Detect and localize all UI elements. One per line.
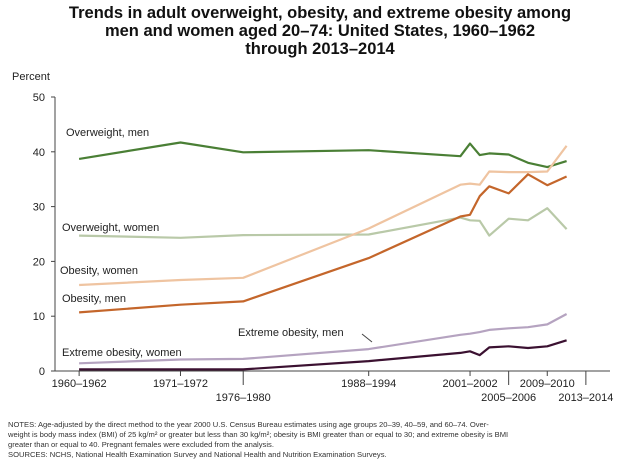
sources-line: SOURCES: NCHS, National Health Examinati… — [8, 450, 387, 459]
y-tick-label: 50 — [33, 92, 45, 104]
notes: NOTES: Age-adjusted by the direct method… — [8, 420, 636, 460]
x-tick-label: 2005–2006 — [481, 392, 536, 404]
notes-line-1: NOTES: Age-adjusted by the direct method… — [8, 420, 489, 429]
series-annotation: Extreme obesity, men — [238, 327, 344, 339]
x-tick-label: 1971–1972 — [153, 378, 208, 390]
y-tick-label: 10 — [33, 311, 45, 323]
x-tick-label: 1976–1980 — [216, 392, 271, 404]
y-tick-label: 40 — [33, 147, 45, 159]
series-annotation: Overweight, men — [66, 127, 149, 139]
y-tick-label: 20 — [33, 256, 45, 268]
annotation-pointer — [361, 333, 373, 343]
x-tick-label: 2013–2014 — [558, 392, 613, 404]
series-annotation: Obesity, men — [62, 293, 126, 305]
series-line-0 — [78, 141, 567, 169]
series-layer — [78, 141, 568, 371]
series-line-4 — [79, 313, 568, 365]
series-line-5 — [79, 339, 567, 371]
series-annotation: Obesity, women — [60, 265, 138, 277]
chart-title-line-2: men and women aged 20–74: United States,… — [104, 22, 536, 40]
series-line-3 — [79, 173, 568, 314]
series-line-1 — [79, 207, 568, 239]
x-tick-label: 2001–2002 — [443, 378, 498, 390]
x-tick-label: 2009–2010 — [520, 378, 575, 390]
line-chart: Percent 0 10 20 30 40 50 1960–1962 1971–1972 1976… — [12, 71, 613, 404]
series-line-2 — [79, 145, 568, 287]
chart-title-line-1: Trends in adult overweight, obesity, and… — [68, 4, 572, 22]
axes: Percent 0 10 20 30 40 50 1960–1962 1971–1972 1976… — [12, 71, 613, 404]
series-annotation: Overweight, women — [62, 222, 159, 234]
chart-title-line-3: through 2013–2014 — [245, 40, 395, 58]
notes-line-3: greater than or equal to 40. Pregnant fe… — [8, 440, 274, 449]
y-tick-label: 0 — [39, 366, 45, 378]
x-tick-label: 1988–1994 — [341, 378, 396, 390]
y-tick-label: 30 — [33, 202, 45, 214]
notes-line-2: weight is body mass index (BMI) of 25 kg… — [8, 430, 509, 439]
y-axis-title: Percent — [12, 71, 50, 83]
series-annotation: Extreme obesity, women — [62, 347, 182, 359]
labels-layer: Overweight, men Overweight, women Obesity,… — [60, 127, 373, 359]
chart-title: Trends in adult overweight, obesity, and… — [0, 4, 640, 58]
x-tick-label: 1960–1962 — [52, 378, 107, 390]
